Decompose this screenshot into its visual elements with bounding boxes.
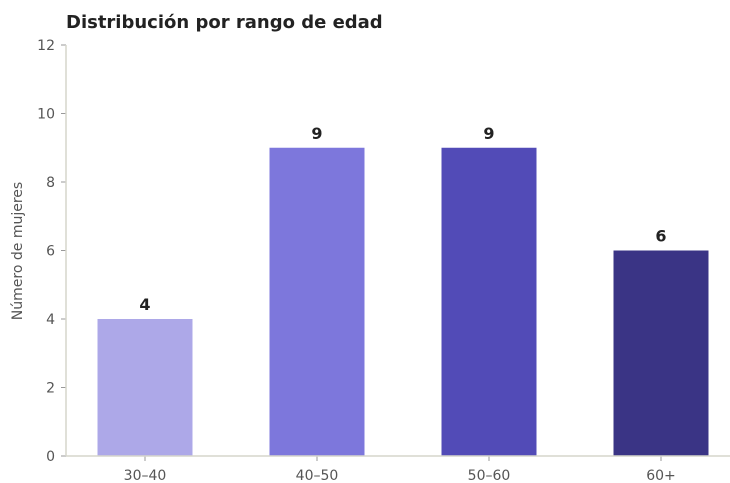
- y-axis-label: Número de mujeres: [10, 182, 26, 320]
- y-tick-label: 0: [46, 449, 55, 465]
- y-tick-label: 12: [37, 38, 55, 54]
- bar: [269, 147, 365, 456]
- y-tick-label: 4: [46, 312, 55, 328]
- chart-title: Distribución por rango de edad: [66, 12, 383, 33]
- y-axis: 0 2 4 6 8 10 12: [37, 38, 66, 465]
- x-tick-label: 50–60: [468, 468, 511, 483]
- data-label: 4: [139, 295, 150, 314]
- data-label: 9: [311, 124, 322, 143]
- data-label: 9: [483, 124, 494, 143]
- x-tick-label: 40–50: [296, 468, 339, 483]
- x-tick-label: 60+: [646, 468, 676, 483]
- bar: [613, 250, 709, 456]
- data-label: 6: [655, 227, 666, 246]
- x-axis: 30–40 40–50 50–60 60+: [124, 456, 676, 483]
- bar: [441, 147, 537, 456]
- bars: 4 9 9 6: [97, 124, 709, 456]
- y-tick-label: 8: [46, 175, 55, 191]
- y-tick-label: 6: [46, 244, 55, 260]
- y-tick-label: 10: [37, 107, 55, 123]
- y-tick-label: 2: [46, 381, 55, 397]
- x-tick-label: 30–40: [124, 468, 167, 483]
- bar: [97, 319, 193, 456]
